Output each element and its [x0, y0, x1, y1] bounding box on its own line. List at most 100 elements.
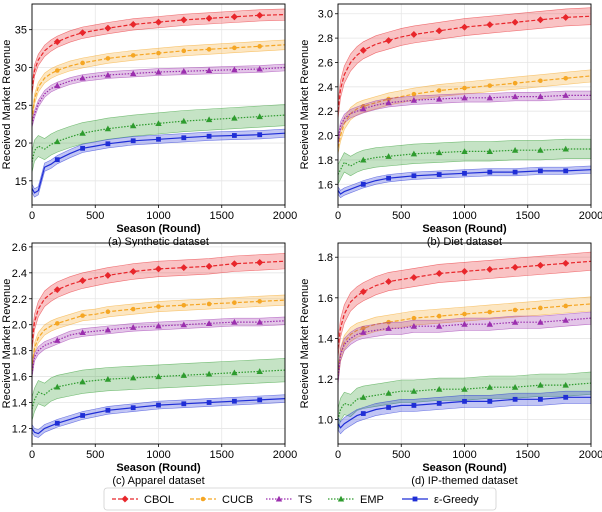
legend-marker-CUCB [200, 496, 206, 502]
x-tick-label: 1000 [452, 449, 476, 461]
data-point-TS [461, 321, 468, 327]
x-tick-label: 1500 [516, 449, 540, 461]
y-tick-label: 2.6 [12, 242, 27, 254]
data-point-CUCB [411, 315, 417, 321]
data-point-CBOL [385, 36, 393, 45]
data-point-ε-Greedy [80, 413, 85, 418]
data-point-ε-Greedy [436, 172, 442, 177]
data-point-TS [79, 74, 86, 81]
data-point-ε-Greedy [105, 407, 111, 413]
chart-panel-4: 0 500 1000 1500 2000 1.0 1.2 1.4 1.6 1.8 Season (R… [299, 242, 602, 487]
data-point-ε-Greedy [232, 133, 237, 138]
data-point-EMP [486, 148, 493, 154]
series-line-CUCB [337, 75, 592, 148]
data-point-EMP [155, 373, 162, 380]
data-point-EMP [79, 130, 86, 136]
data-point-ε-Greedy [206, 133, 212, 139]
data-point-CBOL [205, 14, 213, 22]
data-point-EMP [410, 388, 418, 394]
data-point-ε-Greedy [563, 394, 569, 400]
data-point-TS [385, 325, 392, 331]
data-point-CUCB [487, 309, 493, 315]
data-point-TS [360, 329, 367, 335]
data-point-TS [205, 67, 213, 74]
y-tick-label: 1.2 [318, 374, 333, 386]
series-line-CBOL [31, 260, 286, 345]
data-point-CBOL [129, 267, 137, 276]
x-tick-label: 0 [335, 210, 341, 222]
data-point-TS [562, 92, 569, 98]
x-tick-label: 500 [392, 210, 410, 222]
y-tick-label: 1.8 [12, 346, 27, 358]
y-axis-label: Received Market Revenue [1, 279, 13, 409]
data-point-ε-Greedy [563, 168, 569, 174]
data-point-CUCB [232, 300, 237, 305]
data-point-CBOL [460, 267, 469, 275]
series-line-TS [337, 94, 591, 142]
data-point-EMP [180, 117, 187, 124]
x-axis-label: Season (Round) [422, 223, 507, 235]
data-point-CBOL [230, 260, 238, 268]
data-point-CUCB [257, 44, 263, 49]
legend-label-ε-Greedy: ε-Greedy [434, 494, 479, 506]
data-point-ε-Greedy [487, 169, 493, 175]
data-point-TS [231, 66, 238, 73]
data-point-EMP [360, 394, 367, 400]
data-point-CBOL [511, 18, 519, 26]
data-point-EMP [461, 148, 468, 154]
data-point-TS [537, 93, 544, 100]
legend-label-EMP: EMP [360, 494, 384, 506]
legend: CBOL CUCB TS EMP ε-Greedy [103, 487, 497, 511]
data-point-CUCB [436, 88, 442, 93]
x-axis-label: Season (Round) [116, 462, 201, 474]
data-point-EMP [54, 383, 61, 390]
x-axis-label: Season (Round) [422, 462, 507, 474]
y-tick-label: 2.0 [318, 131, 333, 143]
x-axis-label: Season (Round) [116, 223, 201, 235]
legend-box [103, 487, 497, 511]
data-point-EMP [256, 113, 263, 120]
data-point-EMP [511, 383, 519, 390]
legend-marker-ε-Greedy [412, 496, 418, 502]
data-point-ε-Greedy [487, 398, 493, 404]
y-tick-label: 2.6 [318, 57, 333, 69]
x-tick-label: 500 [392, 449, 410, 461]
data-point-TS [180, 321, 187, 328]
series-line-TS [31, 320, 286, 375]
data-point-CUCB [130, 53, 136, 58]
data-point-CBOL [385, 278, 393, 286]
y-tick-label: 2.0 [12, 320, 27, 332]
y-tick-label: 2.2 [12, 294, 27, 306]
x-tick-label: 2000 [579, 449, 602, 461]
series-line-TS [337, 317, 592, 380]
data-point-CUCB [80, 60, 85, 66]
series-line-CBOL [31, 14, 286, 91]
data-point-TS [410, 97, 418, 103]
legend-marker-EMP [337, 495, 345, 502]
data-point-CUCB [181, 302, 187, 308]
y-axis-label: Received Market Revenue [1, 40, 13, 170]
data-point-CBOL [104, 24, 112, 32]
data-point-TS [486, 321, 493, 327]
data-point-TS [54, 337, 61, 343]
data-point-CBOL [154, 18, 163, 26]
data-point-ε-Greedy [386, 175, 391, 181]
y-tick-label: 2.8 [318, 33, 333, 45]
data-point-TS [104, 326, 112, 333]
data-point-CBOL [435, 269, 443, 278]
data-point-ε-Greedy [105, 141, 111, 147]
x-tick-label: 2000 [273, 210, 297, 222]
data-point-TS [436, 323, 443, 329]
legend-marker-CBOL [121, 495, 129, 503]
data-point-CBOL [536, 16, 544, 24]
data-point-EMP [537, 381, 544, 388]
y-tick-label: 1.6 [318, 179, 333, 191]
data-point-CBOL [256, 258, 264, 267]
data-point-EMP [54, 138, 61, 145]
data-point-CUCB [436, 313, 442, 319]
data-point-CUCB [386, 96, 391, 102]
x-tick-label: 500 [86, 449, 104, 461]
data-point-ε-Greedy [156, 136, 161, 142]
data-point-CUCB [462, 85, 467, 91]
data-point-CUCB [105, 309, 111, 315]
